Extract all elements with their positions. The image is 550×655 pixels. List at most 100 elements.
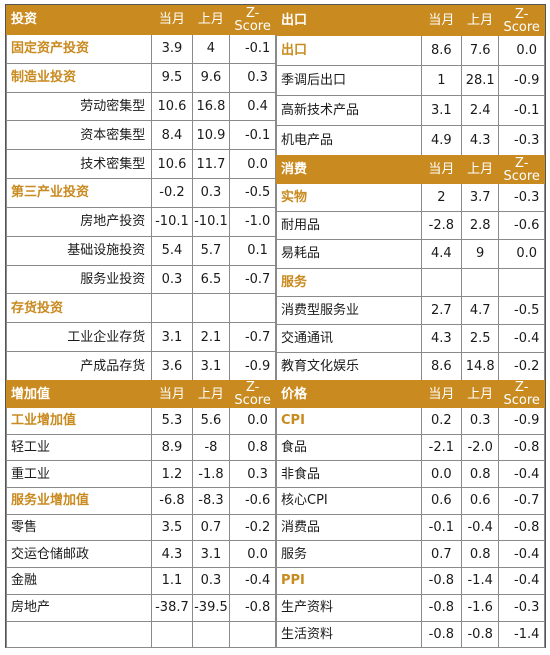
- table-row: 重工业 1.2 -1.8 0.3: [5, 460, 276, 489]
- current-value: -2.8: [420, 211, 462, 241]
- row-label: 实物: [276, 183, 422, 213]
- current-value: -38.7: [151, 593, 193, 622]
- prices-table: 价格 当月 上月 Z-Score CPI 0.2 0.3 -0.9 食品 -2.1 -2.0 -0.8…: [276, 380, 545, 649]
- current-value: -10.1: [151, 206, 193, 237]
- current-value: 3.1: [420, 95, 462, 126]
- table-row: 交运仓储邮政 4.3 3.1 0.0: [5, 540, 276, 569]
- current-value: -0.8: [420, 620, 462, 649]
- zscore-value: -0.7: [498, 487, 545, 515]
- zscore-value: -0.7: [229, 264, 276, 295]
- row-label: 第三产业投资: [5, 178, 153, 208]
- column-header-previous: 上月: [191, 380, 231, 408]
- zscore-value: -0.4: [498, 567, 545, 595]
- consumption-table: 消费 当月 上月 Z-Score 实物 2 3.7 -0.3 耐用品 -2.8 2.8 -0.6 易耗品…: [276, 154, 545, 382]
- zscore-value: [229, 620, 276, 649]
- row-label: 产成品存货: [5, 351, 153, 381]
- row-label: 工业企业存货: [5, 322, 153, 353]
- previous-value: -39.5: [191, 593, 231, 622]
- previous-value: -1.8: [191, 460, 231, 489]
- previous-value: 3.1: [191, 540, 231, 569]
- zscore-value: -0.8: [498, 433, 545, 462]
- table-row: 出口 8.6 7.6 0.0: [276, 35, 545, 66]
- table-row: 存货投资: [5, 293, 276, 324]
- zscore-value: -0.1: [229, 120, 276, 151]
- previous-value: 2.4: [460, 95, 500, 126]
- section-title: 投资: [5, 5, 153, 35]
- previous-value: 5.6: [191, 407, 231, 435]
- row-label: CPI: [276, 407, 422, 435]
- table-row: 第三产业投资 -0.2 0.3 -0.5: [5, 178, 276, 208]
- table-header-row: 投资 当月 上月 Z-Score: [5, 5, 276, 35]
- current-value: 9.5: [151, 62, 193, 93]
- previous-value: 11.7: [191, 149, 231, 180]
- previous-value: 10.9: [191, 120, 231, 151]
- current-value: 0.3: [151, 264, 193, 295]
- previous-value: 14.8: [460, 351, 500, 382]
- previous-value: 9.6: [191, 62, 231, 93]
- previous-value: 6.5: [191, 264, 231, 295]
- row-label: 重工业: [5, 460, 153, 489]
- previous-value: 5.7: [191, 235, 231, 266]
- zscore-value: -0.8: [229, 593, 276, 622]
- table-row: 资本密集型 8.4 10.9 -0.1: [5, 120, 276, 151]
- current-value: 1.1: [151, 567, 193, 595]
- table-row: 劳动密集型 10.6 16.8 0.4: [5, 91, 276, 122]
- zscore-value: 0.8: [229, 433, 276, 462]
- table-row: CPI 0.2 0.3 -0.9: [276, 407, 545, 435]
- column-header-previous: 上月: [191, 5, 231, 35]
- previous-value: 28.1: [460, 65, 500, 96]
- current-value: 0.0: [420, 460, 462, 489]
- row-label: 金融: [5, 567, 153, 595]
- table-row: 房地产投资 -10.1 -10.1 -1.0: [5, 206, 276, 237]
- zscore-value: -0.8: [498, 513, 545, 542]
- zscore-value: -0.3: [498, 125, 545, 156]
- row-label: 存货投资: [5, 293, 153, 324]
- row-label: 核心CPI: [276, 487, 422, 515]
- table-row: 消费型服务业 2.7 4.7 -0.5: [276, 295, 545, 325]
- section-title: 消费: [276, 154, 422, 185]
- table-row: 高新技术产品 3.1 2.4 -0.1: [276, 95, 545, 126]
- investment-panel: 投资 当月 上月 Z-Score 固定资产投资 3.9 4 -0.1 制造业投资 9.5 9.6 0.…: [5, 5, 276, 381]
- table-row: [5, 620, 276, 649]
- row-label: 服务: [276, 267, 422, 297]
- current-value: 4.9: [420, 125, 462, 156]
- column-header-previous: 上月: [460, 154, 500, 185]
- previous-value: [460, 267, 500, 297]
- table-row: 食品 -2.1 -2.0 -0.8: [276, 433, 545, 462]
- zscore-value: -0.9: [498, 407, 545, 435]
- zscore-value: -0.6: [229, 487, 276, 515]
- zscore-value: 0.0: [229, 540, 276, 569]
- zscore-value: 0.3: [229, 62, 276, 93]
- previous-value: 0.3: [460, 407, 500, 435]
- column-header-current: 当月: [420, 5, 462, 36]
- previous-value: 3.1: [191, 351, 231, 381]
- current-value: 4.4: [420, 239, 462, 269]
- row-label: 资本密集型: [5, 120, 153, 151]
- zscore-value: -0.9: [498, 65, 545, 96]
- table-header-row: 增加值 当月 上月 Z-Score: [5, 380, 276, 408]
- current-value: 8.6: [420, 351, 462, 382]
- previous-value: -10.1: [191, 206, 231, 237]
- current-value: 3.9: [151, 33, 193, 64]
- current-value: [420, 267, 462, 297]
- current-value: [151, 293, 193, 324]
- previous-value: 7.6: [460, 35, 500, 66]
- table-row: 房地产 -38.7 -39.5 -0.8: [5, 593, 276, 622]
- zscore-value: 0.0: [229, 407, 276, 435]
- table-row: 制造业投资 9.5 9.6 0.3: [5, 62, 276, 93]
- table-row: 季调后出口 1 28.1 -0.9: [276, 65, 545, 96]
- row-label: 生活资料: [276, 620, 422, 649]
- current-value: 10.6: [151, 149, 193, 180]
- row-label: 固定资产投资: [5, 33, 153, 64]
- current-value: 8.6: [420, 35, 462, 66]
- current-value: 1.2: [151, 460, 193, 489]
- current-value: -2.1: [420, 433, 462, 462]
- column-header-zscore: Z-Score: [498, 380, 545, 408]
- row-label: 制造业投资: [5, 62, 153, 93]
- current-value: 2.7: [420, 295, 462, 325]
- row-label: 服务: [276, 540, 422, 569]
- previous-value: -1.6: [460, 593, 500, 622]
- row-label: 房地产投资: [5, 206, 153, 237]
- section-title: 价格: [276, 380, 422, 408]
- previous-value: 0.8: [460, 540, 500, 569]
